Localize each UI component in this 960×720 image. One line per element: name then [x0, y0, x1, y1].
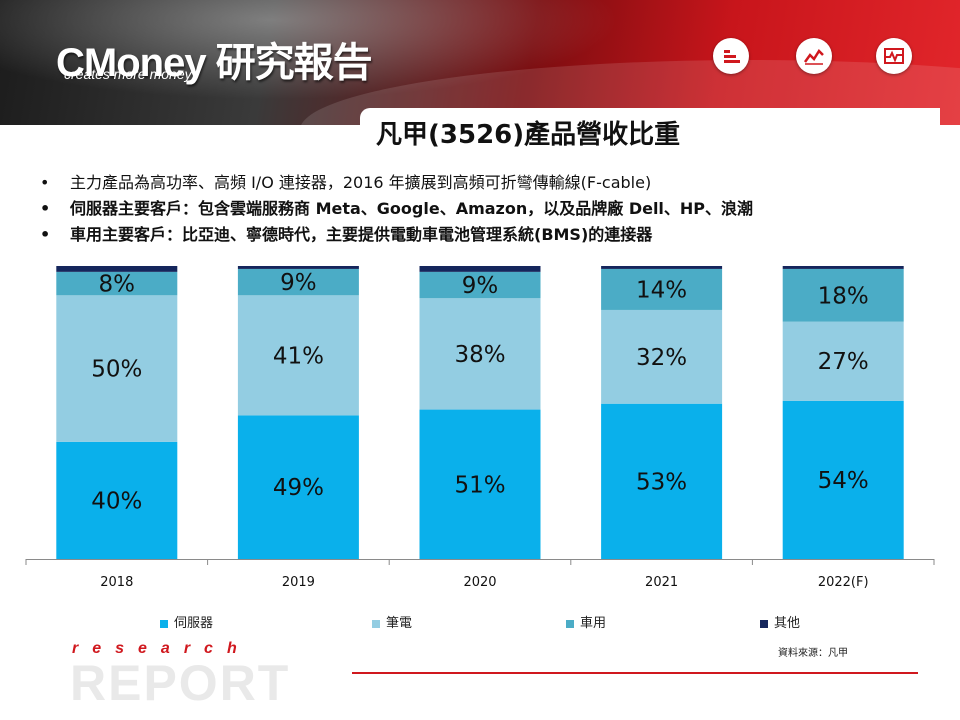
legend-label: 筆電 — [386, 616, 413, 631]
logo-tagline: creates more money — [64, 66, 192, 82]
data-label: 50% — [91, 357, 142, 383]
footer-report-watermark: REPORT — [70, 655, 291, 711]
page-title: 凡甲(3526)產品營收比重 — [376, 120, 681, 150]
bullet-item: • 伺服器主要客戶：包含雲端服務商 Meta、Google、Amazon，以及品… — [40, 196, 950, 222]
bar-segment — [419, 266, 541, 272]
legend-item-server: 伺服器 — [160, 612, 213, 631]
bullet-symbol: • — [40, 225, 51, 244]
x-tick-label: 2018 — [100, 575, 133, 590]
bar-segment — [782, 400, 904, 559]
legend-item-other: 其他 — [760, 612, 800, 631]
data-label: 40% — [91, 488, 142, 514]
title-panel — [360, 108, 940, 156]
bar-segment — [419, 298, 541, 410]
bullet-list: • 主力產品為高功率、高頻 I/O 連接器，2016 年擴展到高頻可折彎傳輸線(… — [40, 170, 950, 248]
legend-item-notebook: 筆電 — [372, 612, 412, 631]
bar-segment — [601, 266, 723, 269]
data-label: 8% — [99, 272, 136, 298]
cmoney-logo: CMoney 研究報告 creates more money — [56, 30, 373, 88]
data-label: 53% — [636, 469, 687, 495]
x-tick-label: 2022(F) — [818, 575, 869, 590]
bar-segment — [56, 441, 178, 559]
bar-segment — [782, 266, 904, 269]
legend-label: 伺服器 — [174, 616, 214, 631]
bullet-text: 主力產品為高功率、高頻 I/O 連接器，2016 年擴展到高頻可折彎傳輸線(F-… — [70, 173, 652, 192]
bars-icon[interactable] — [713, 38, 749, 74]
bar-segment — [782, 321, 904, 401]
data-label: 27% — [818, 349, 869, 375]
legend-swatch — [372, 619, 380, 628]
x-tick-label: 2019 — [282, 575, 315, 590]
bar-segment — [419, 271, 541, 299]
bar-segment — [419, 409, 541, 559]
legend-swatch — [760, 619, 768, 628]
bullet-item: • 主力產品為高功率、高頻 I/O 連接器，2016 年擴展到高頻可折彎傳輸線(… — [40, 170, 950, 196]
bar-segment — [56, 295, 178, 442]
data-label: 18% — [818, 283, 869, 309]
legend-swatch — [160, 619, 168, 628]
bullet-symbol: • — [40, 173, 50, 192]
data-label: 54% — [818, 468, 869, 494]
data-label: 14% — [636, 277, 687, 303]
source-note: 資料來源：凡甲 — [778, 648, 848, 659]
bar-segment — [237, 295, 359, 416]
x-tick-label: 2020 — [463, 575, 496, 590]
footer-divider — [352, 672, 918, 674]
legend-label: 車用 — [580, 616, 607, 631]
bar-segment — [56, 266, 178, 272]
legend-label: 其他 — [774, 616, 801, 631]
x-tick-label: 2021 — [645, 575, 678, 590]
legend-swatch — [566, 619, 574, 628]
bar-segment — [782, 268, 904, 322]
bullet-item: • 車用主要客戶：比亞迪、寧德時代，主要提供電動車電池管理系統(BMS)的連接器 — [40, 222, 950, 248]
logo-text: CMoney 研究報告 — [56, 41, 373, 85]
bar-segment — [56, 271, 178, 296]
legend-item-automotive: 車用 — [566, 612, 606, 631]
bullet-symbol: • — [40, 199, 51, 218]
line-trend-icon[interactable] — [796, 38, 832, 74]
data-label: 51% — [454, 472, 505, 498]
bar-segment — [237, 268, 359, 296]
bar-segment — [601, 403, 723, 559]
bar-segment — [237, 415, 359, 559]
data-label: 49% — [273, 475, 324, 501]
data-label: 41% — [273, 343, 324, 369]
data-label: 9% — [462, 273, 499, 299]
footer-research-text: research — [72, 640, 251, 657]
bar-segment — [601, 268, 723, 310]
bar-segment — [237, 266, 359, 269]
data-label: 32% — [636, 345, 687, 371]
revenue-mix-chart: 40% 50% 8% 2018 49% 41% 9% 2019 51% 38% 9% 2020 53% 3… — [25, 266, 935, 590]
bullet-text: 伺服器主要客戶：包含雲端服務商 Meta、Google、Amazon，以及品牌廠… — [70, 199, 754, 218]
pulse-chart-icon[interactable] — [876, 38, 912, 74]
data-label: 9% — [280, 270, 317, 296]
bullet-text: 車用主要客戶：比亞迪、寧德時代，主要提供電動車電池管理系統(BMS)的連接器 — [70, 225, 653, 244]
bar-segment — [601, 309, 723, 404]
data-label: 38% — [454, 342, 505, 368]
